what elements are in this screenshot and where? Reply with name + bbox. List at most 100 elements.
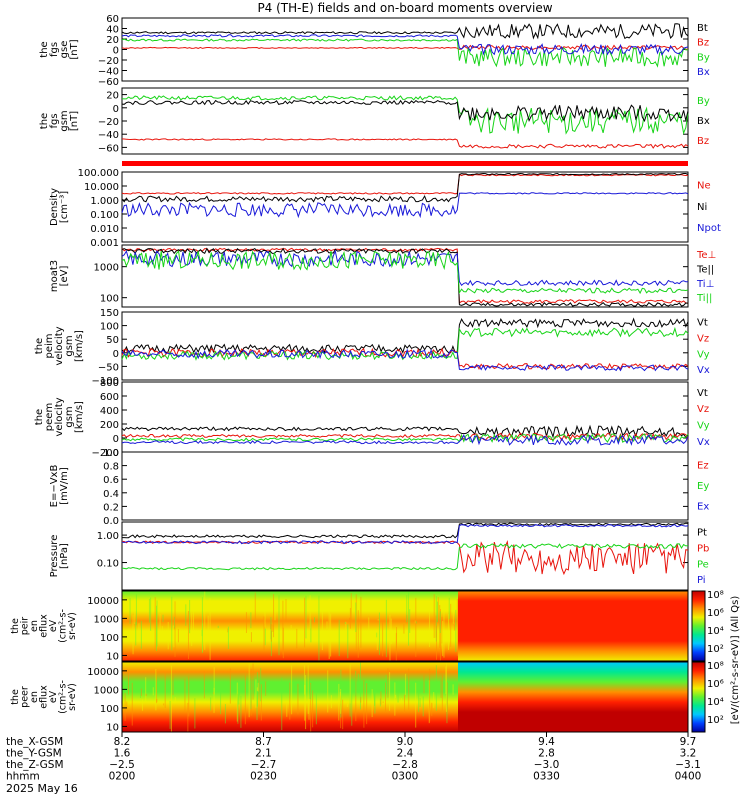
legend-entry: By (697, 96, 710, 107)
y-axis-label: [km/s] (74, 401, 85, 433)
y-axis-label: [nT] (69, 111, 80, 131)
y-axis-label: velocity (54, 326, 65, 365)
y-axis-label: eflux (39, 614, 50, 638)
y-tick-label: 0.100 (90, 210, 119, 221)
y-tick-label: −60 (98, 77, 119, 88)
series-Ni (121, 172, 689, 203)
x-tick-label: −2.7 (251, 759, 277, 771)
series-Ti⊥ (121, 249, 689, 287)
series-Ne (121, 173, 689, 195)
x-tick-label: 9.4 (538, 736, 555, 748)
y-axis-label: the (34, 409, 45, 425)
y-tick-label: 0.001 (90, 238, 119, 249)
x-tick-label: 0200 (109, 771, 136, 783)
y-axis-label: peer (20, 686, 31, 708)
y-axis-label: eV (48, 690, 59, 703)
legend-entry: Npot (697, 223, 721, 234)
y-tick-label: −60 (98, 143, 119, 154)
series-Vy (121, 432, 689, 444)
panel-peem: 800 600 400 200 0 −200 the peem velocity gsm [km/s… (34, 378, 710, 459)
panel-peim: 150 100 50 0 −50 −100 the peim velocity gsm [km/s]… (34, 308, 710, 387)
panel-moat3: 1000 100 moat3 [eV] Te⊥ Te|| Ti⊥ Ti|| (49, 244, 716, 308)
x-tick-label: 0230 (250, 771, 277, 783)
legend-entry: Vy (697, 421, 710, 432)
y-axis-label: velocity (54, 397, 65, 436)
y-tick-label: 1.00 (97, 531, 119, 542)
y-tick-label: 10000 (87, 596, 119, 607)
y-tick-label: 0 (113, 434, 119, 445)
x-row-label: the_X-GSM (6, 736, 63, 748)
legend-entry: Ey (697, 481, 709, 492)
y-axis-label: [eV] (59, 266, 70, 287)
panel-pressure: 1.00 0.10 Pressure [nPa] Pt Pb Pe Pi (49, 521, 709, 591)
y-tick-label: 60 (106, 14, 119, 25)
y-tick-label: −20 (98, 56, 119, 67)
x-tick-label: −2.8 (392, 759, 418, 771)
y-axis-label: gsm (64, 335, 75, 356)
y-axis-label: Pressure (49, 535, 60, 578)
panel-frame (121, 381, 689, 453)
y-tick-label: 0.4 (103, 489, 119, 500)
y-axis-label: en (29, 620, 40, 632)
y-axis-label: [km/s] (74, 330, 85, 362)
series-Te⊥ (121, 247, 689, 304)
colorbar-tick: 10⁴ (707, 697, 724, 708)
colorbar-tick: 10⁶ (707, 608, 724, 619)
legend-entry: Vx (697, 437, 710, 448)
y-axis-label: moat3 (49, 260, 60, 292)
y-tick-label: 0.2 (103, 502, 119, 513)
legend-entry: Vt (697, 318, 708, 329)
colorbar-peer (691, 661, 706, 733)
x-tick-label: −3.1 (675, 759, 701, 771)
y-tick-label: 100.000 (78, 168, 119, 179)
x-tick-label: 0300 (392, 771, 419, 783)
y-tick-label: 150 (100, 308, 119, 319)
y-axis-label: peem (44, 403, 55, 431)
y-tick-label: −40 (98, 130, 119, 141)
y-tick-label: 100 (100, 294, 119, 305)
x-tick-label: 8.2 (114, 736, 131, 748)
y-tick-label: 0 (113, 104, 119, 115)
y-tick-label: 0.8 (103, 462, 119, 473)
series-Vt (121, 317, 689, 355)
x-tick-label: −2.5 (109, 759, 135, 771)
y-tick-label: 0 (113, 349, 119, 360)
legend-entry: Te⊥ (696, 250, 716, 261)
y-tick-label: 0.010 (90, 224, 119, 235)
series-Pb (121, 539, 689, 576)
date-label: 2025 May 16 (6, 782, 78, 795)
y-tick-label: 400 (100, 406, 119, 417)
y-axis-label: (cm²-s- (58, 609, 69, 643)
colorbar-tick: 10² (707, 715, 724, 726)
y-axis-label: eV (48, 619, 59, 632)
spectrogram-post (458, 591, 688, 661)
panel-fgs_gsm: 20 0 −20 −40 −60 the fgs gsm [nT] By Bx Bz (39, 87, 710, 155)
spectrogram-pre (122, 591, 458, 661)
series-Pt (122, 522, 689, 539)
colorbar-tick: 10⁸ (707, 661, 724, 672)
y-axis-label: gsm (64, 406, 75, 427)
y-axis-label: the (39, 113, 50, 129)
series-Vt (121, 424, 689, 439)
y-tick-label: −50 (98, 362, 119, 373)
y-tick-label: 800 (100, 378, 119, 389)
y-tick-label: 40 (106, 25, 119, 36)
x-tick-label: 2.1 (255, 748, 272, 760)
y-axis-label: fgs (49, 42, 60, 57)
series-Bz (121, 138, 689, 149)
x-tick-label: 2.4 (397, 748, 414, 760)
panel-frame (121, 521, 689, 591)
series-Bt (121, 23, 689, 40)
y-axis-label: en (29, 691, 40, 703)
legend-entry: Pb (697, 544, 709, 555)
series-Ti|| (121, 249, 689, 295)
y-axis-label: [cm⁻³] (59, 191, 70, 223)
y-tick-label: 0.10 (97, 559, 119, 570)
series-By (121, 95, 689, 135)
series-Bx (121, 34, 689, 56)
legend-entry: Vt (697, 388, 708, 399)
panel-density: 100.000 10.000 1.000 0.100 0.010 0.001 Density… (49, 168, 721, 249)
x-tick-label: 3.2 (680, 748, 697, 760)
legend-entry: Pe (697, 559, 709, 570)
